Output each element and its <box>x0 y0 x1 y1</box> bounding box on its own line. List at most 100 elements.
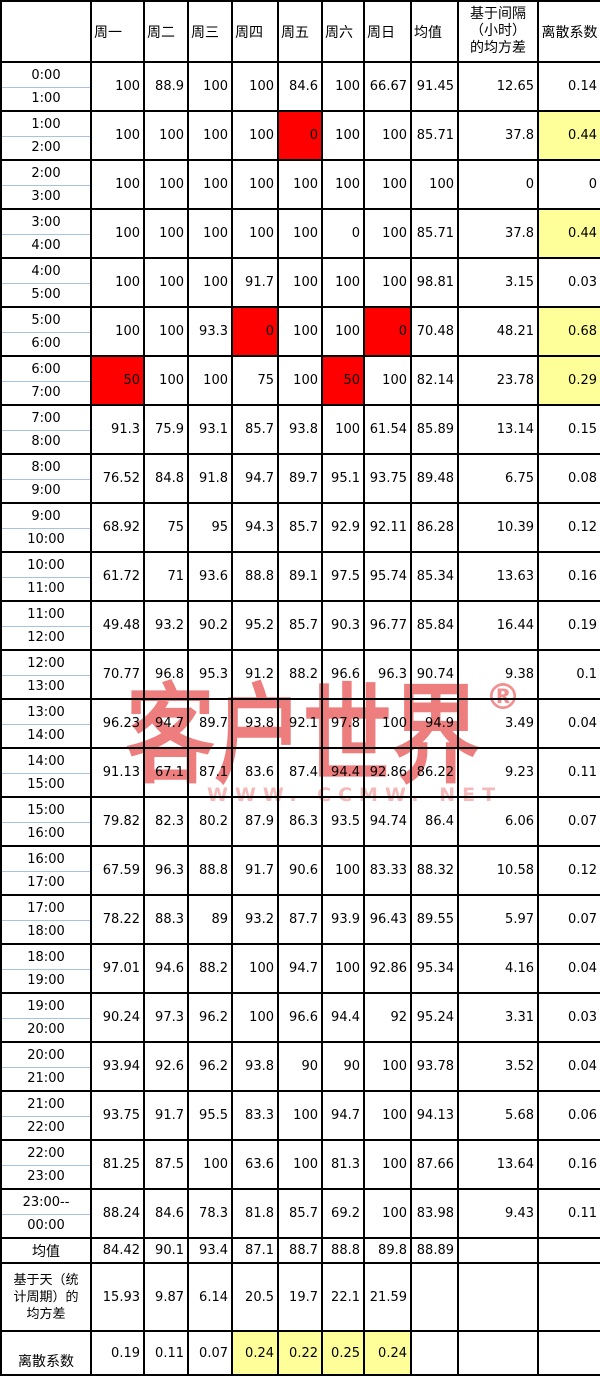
time-start-label: 12:00 <box>3 652 89 676</box>
value-cell: 88.8 <box>231 551 279 602</box>
summary-value-cell: 89.8 <box>363 1237 412 1264</box>
value-cell: 94.7 <box>277 943 323 994</box>
time-start-label: 15:00 <box>3 799 89 823</box>
value-cell: 100 <box>321 61 365 112</box>
summary-row-label: 基于天（统 计周期）的 均方差 <box>0 1262 92 1332</box>
value-cell: 100 <box>363 698 412 749</box>
value-cell: 90.24 <box>90 992 145 1043</box>
time-end-label: 22:00 <box>27 1120 65 1135</box>
table-row: 13:00 14:00 96.23 94.7 89.7 93.8 92.1 97.8 100 94… <box>0 698 600 749</box>
value-cell: 100 <box>187 1139 233 1190</box>
value-cell: 0.08 <box>537 453 600 504</box>
value-cell: 84.6 <box>143 1188 189 1239</box>
value-cell: 93.75 <box>363 453 412 504</box>
value-cell: 87.9 <box>231 796 279 847</box>
table-row: 16:00 17:00 67.59 96.3 88.8 91.7 90.6 100 83.33 8… <box>0 845 600 896</box>
time-end-label: 2:00 <box>31 140 61 155</box>
summary-value-cell <box>457 1262 539 1332</box>
summary-row-label: 离散系数 <box>0 1330 92 1376</box>
value-cell: 83.3 <box>231 1090 279 1141</box>
value-cell: 0 <box>537 159 600 210</box>
value-cell: 96.77 <box>363 600 412 651</box>
value-cell: 85.71 <box>410 208 459 259</box>
value-cell: 96.6 <box>277 992 323 1043</box>
value-cell: 100 <box>231 943 279 994</box>
value-cell: 70.77 <box>90 649 145 700</box>
summary-value-cell <box>537 1330 600 1376</box>
table-row: 离散系数 0.19 0.11 0.07 0.24 0.22 0.25 0.24 <box>0 1330 600 1376</box>
value-cell: 94.4 <box>321 747 365 798</box>
value-cell: 90.74 <box>410 649 459 700</box>
value-cell: 5.97 <box>457 894 539 945</box>
value-cell: 100 <box>363 257 412 308</box>
value-cell: 87.7 <box>277 894 323 945</box>
value-cell: 10.58 <box>457 845 539 896</box>
value-cell: 87.4 <box>277 747 323 798</box>
value-cell: 89.7 <box>277 453 323 504</box>
time-range-cell: 12:00 13:00 <box>0 649 92 700</box>
value-cell: 93.9 <box>321 894 365 945</box>
summary-value-cell: 87.1 <box>231 1237 279 1264</box>
alert-value-cell: 50 <box>90 355 145 406</box>
value-cell: 100 <box>277 1090 323 1141</box>
time-start-label: 5:00 <box>3 309 89 333</box>
time-range-cell: 3:00 4:00 <box>0 208 92 259</box>
value-cell: 97.3 <box>143 992 189 1043</box>
table-row: 22:00 23:00 81.25 87.5 100 63.6 100 81.3 100 87.6… <box>0 1139 600 1190</box>
alert-value-cell: 0 <box>277 110 323 161</box>
time-start-label: 17:00 <box>3 897 89 921</box>
value-cell: 89.55 <box>410 894 459 945</box>
time-range-cell: 10:00 11:00 <box>0 551 92 602</box>
value-cell: 67.1 <box>143 747 189 798</box>
value-cell: 100 <box>90 110 145 161</box>
time-end-label: 12:00 <box>27 630 65 645</box>
value-cell: 97.8 <box>321 698 365 749</box>
value-cell: 100 <box>363 159 412 210</box>
value-cell: 12.65 <box>457 61 539 112</box>
value-cell: 95.2 <box>231 600 279 651</box>
value-cell: 93.2 <box>143 600 189 651</box>
time-end-label: 13:00 <box>27 679 65 694</box>
value-cell: 96.6 <box>321 649 365 700</box>
time-start-label: 13:00 <box>3 701 89 725</box>
time-range-cell: 11:00 12:00 <box>0 600 92 651</box>
value-cell: 93.8 <box>231 1041 279 1092</box>
table-row: 基于天（统 计周期）的 均方差 15.93 9.87 6.14 20.5 19.7 22.1… <box>0 1262 600 1332</box>
value-cell: 100 <box>231 110 279 161</box>
summary-value-cell <box>537 1262 600 1332</box>
table-row: 10:00 11:00 61.72 71 93.6 88.8 89.1 97.5 95.74 85… <box>0 551 600 602</box>
value-cell: 100 <box>143 110 189 161</box>
summary-value-cell <box>410 1262 459 1332</box>
time-start-label: 20:00 <box>3 1044 89 1068</box>
value-cell: 63.6 <box>231 1139 279 1190</box>
value-cell: 88.2 <box>187 943 233 994</box>
table-row: 15:00 16:00 79.82 82.3 80.2 87.9 86.3 93.5 94.74… <box>0 796 600 847</box>
table-row: 7:00 8:00 91.3 75.9 93.1 85.7 93.8 100 61.54 85.8… <box>0 404 600 455</box>
value-cell: 6.75 <box>457 453 539 504</box>
column-header: 周二 <box>143 0 189 63</box>
value-cell: 100 <box>277 208 323 259</box>
time-range-cell: 5:00 6:00 <box>0 306 92 357</box>
time-end-label: 15:00 <box>27 777 65 792</box>
value-cell: 89.7 <box>187 698 233 749</box>
value-cell: 100 <box>363 1090 412 1141</box>
value-cell: 93.5 <box>321 796 365 847</box>
time-range-cell: 2:00 3:00 <box>0 159 92 210</box>
time-range-cell: 20:00 21:00 <box>0 1041 92 1092</box>
value-cell: 0 <box>457 159 539 210</box>
summary-value-cell: 88.89 <box>410 1237 459 1264</box>
value-cell: 89.48 <box>410 453 459 504</box>
value-cell: 95.3 <box>187 649 233 700</box>
value-cell: 96.3 <box>143 845 189 896</box>
table-row: 3:00 4:00 100 100 100 100 100 0 100 85.71 37.8 0.44 <box>0 208 600 259</box>
value-cell: 89.1 <box>277 551 323 602</box>
time-start-label: 23:00-- <box>3 1191 89 1215</box>
value-cell: 100 <box>363 1041 412 1092</box>
value-cell: 100 <box>277 306 323 357</box>
value-cell: 13.64 <box>457 1139 539 1190</box>
value-cell: 90.3 <box>321 600 365 651</box>
time-range-cell: 9:00 10:00 <box>0 502 92 553</box>
value-cell: 100 <box>90 159 145 210</box>
value-cell: 81.25 <box>90 1139 145 1190</box>
value-cell: 87.5 <box>143 1139 189 1190</box>
